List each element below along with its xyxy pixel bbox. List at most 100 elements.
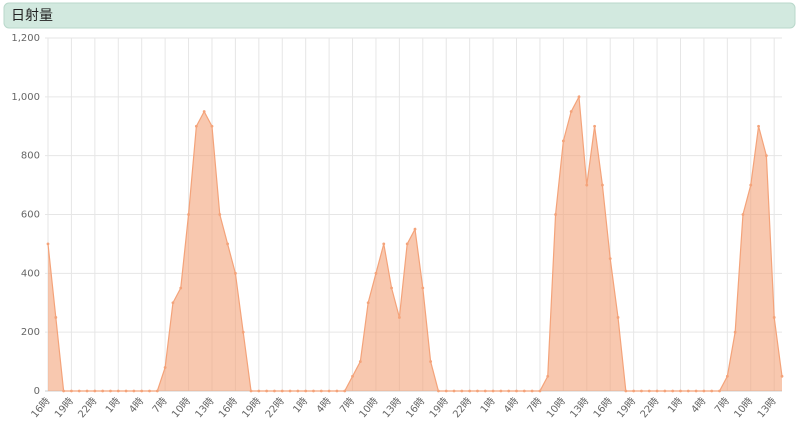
point	[132, 389, 136, 393]
point	[437, 389, 440, 393]
y-tick-label: 1,200	[11, 33, 40, 44]
point	[93, 389, 97, 393]
y-tick-label: 800	[21, 151, 40, 162]
point	[148, 389, 151, 393]
x-tick-label: 10時	[544, 395, 568, 420]
x-tick-label: 16時	[216, 395, 240, 420]
x-tick-label: 16時	[29, 395, 53, 420]
point	[351, 374, 354, 378]
panel-header	[3, 2, 796, 29]
point	[280, 389, 284, 393]
point	[273, 389, 276, 393]
x-tick-label: 4時	[501, 395, 521, 415]
point	[686, 389, 690, 393]
x-tick-label: 4時	[314, 395, 334, 415]
x-tick-label: 19時	[614, 395, 638, 420]
x-tick-label: 7時	[525, 395, 545, 415]
point	[468, 389, 472, 393]
point	[179, 286, 183, 290]
point	[554, 213, 557, 216]
point	[374, 271, 378, 275]
point	[522, 389, 526, 393]
x-tick-label: 22時	[638, 395, 662, 420]
point	[101, 389, 105, 393]
point	[116, 389, 120, 393]
x-tick-label: 1時	[665, 395, 685, 415]
point	[421, 286, 425, 290]
point	[561, 139, 565, 143]
point	[257, 389, 261, 393]
point	[234, 271, 237, 275]
point	[452, 389, 456, 393]
point	[319, 389, 323, 393]
point	[382, 242, 386, 246]
point	[429, 360, 433, 363]
point	[265, 389, 269, 393]
point	[226, 242, 229, 246]
point	[507, 389, 511, 393]
point	[741, 213, 745, 216]
x-tick-label: 4時	[127, 395, 147, 415]
point	[608, 257, 612, 261]
x-tick-label: 7時	[337, 395, 357, 415]
point	[702, 389, 706, 393]
point	[390, 286, 393, 290]
point	[413, 227, 417, 231]
area	[48, 96, 782, 391]
point	[483, 389, 487, 393]
point	[218, 213, 222, 216]
x-tick-label: 1時	[103, 395, 123, 415]
point	[515, 389, 518, 393]
point	[569, 110, 573, 113]
point	[62, 389, 66, 393]
point	[577, 95, 581, 99]
point	[163, 366, 167, 369]
point	[46, 242, 50, 246]
point	[140, 389, 144, 393]
x-tick-label: 7時	[150, 395, 170, 415]
point	[632, 389, 636, 393]
x-tick-label: 10時	[732, 395, 756, 420]
x-tick-label: 13時	[568, 395, 592, 420]
x-tick-label: 10時	[357, 395, 381, 420]
point	[694, 389, 698, 393]
x-tick-label: 16時	[591, 395, 615, 420]
x-tick-label: 19時	[240, 395, 264, 420]
point	[312, 389, 315, 393]
x-tick-label: 1時	[291, 395, 311, 415]
point	[764, 154, 768, 158]
point	[640, 389, 643, 393]
point	[647, 389, 651, 393]
point	[109, 389, 112, 393]
x-tick-label: 13時	[193, 395, 217, 420]
point	[241, 330, 245, 334]
chart-title: 日射量	[11, 8, 53, 24]
x-tick-label: 4時	[689, 395, 709, 415]
x-tick-label: 13時	[755, 395, 779, 420]
point	[616, 316, 620, 319]
point	[530, 389, 534, 393]
point	[249, 389, 253, 393]
point	[155, 389, 159, 393]
x-tick-label: 10時	[169, 395, 193, 420]
point	[476, 389, 479, 393]
x-tick-label: 19時	[427, 395, 451, 420]
point	[202, 110, 206, 113]
point	[54, 316, 58, 319]
point	[655, 389, 659, 393]
point	[546, 374, 550, 378]
point	[725, 374, 729, 378]
y-tick-label: 400	[21, 268, 40, 279]
y-tick-label: 0	[34, 386, 40, 397]
point	[772, 316, 776, 319]
point	[343, 389, 347, 393]
point	[210, 124, 214, 128]
point	[405, 242, 409, 246]
point	[624, 389, 628, 393]
point	[663, 389, 667, 393]
x-tick-label: 22時	[263, 395, 287, 420]
point	[397, 316, 401, 319]
point	[366, 301, 370, 305]
y-tick-label: 200	[21, 327, 40, 338]
x-tick-label: 19時	[52, 395, 76, 420]
